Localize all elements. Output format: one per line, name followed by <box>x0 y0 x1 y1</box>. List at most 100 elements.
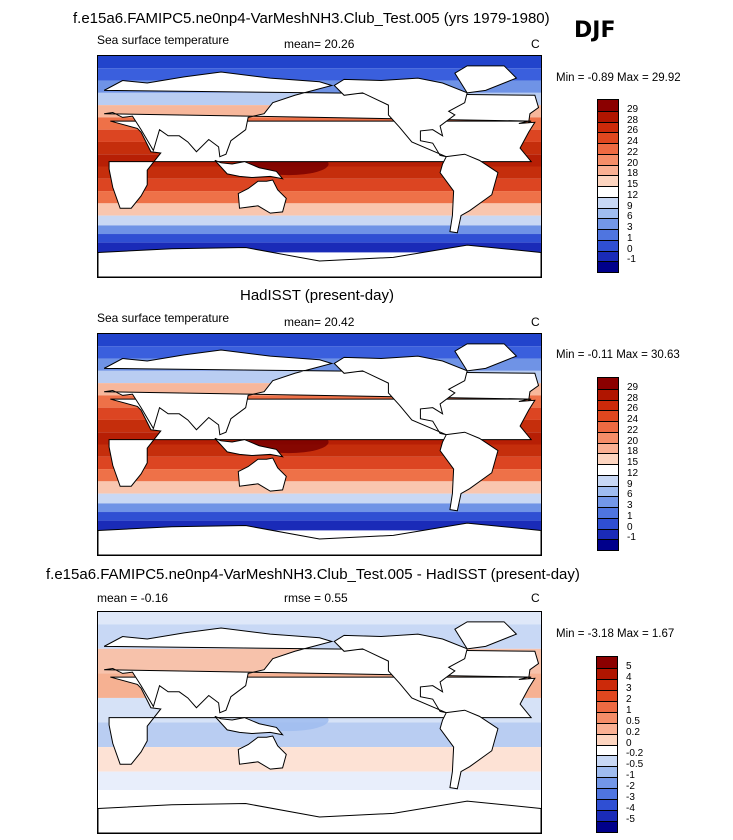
ocean-band <box>98 215 541 226</box>
landmass <box>333 633 468 714</box>
landmass <box>454 343 518 372</box>
ocean-band <box>98 512 541 521</box>
colorbar-tick-label: 18 <box>627 446 639 458</box>
colorbar-segment <box>598 110 618 122</box>
colorbar-segment <box>598 485 618 497</box>
colorbar-tick-label: 3 <box>627 222 633 233</box>
ocean-band <box>98 503 541 513</box>
landmass <box>214 715 284 736</box>
colorbar-segment <box>598 239 618 251</box>
landmass <box>439 709 499 790</box>
colorbar-segment <box>597 821 617 832</box>
colorbar-segment <box>598 218 618 229</box>
colorbar-segment <box>597 733 617 745</box>
colorbar-tick-label: 24 <box>627 136 639 147</box>
min-max-label: Min = -0.11 Max = 30.63 <box>556 349 680 361</box>
colorbar-segment <box>598 539 618 550</box>
main-title: f.e15a6.FAMIPC5.ne0np4-VarMeshNH3.Club_T… <box>73 10 550 27</box>
colorbar <box>597 377 619 551</box>
colorbar-tick-label: -3 <box>626 792 635 804</box>
colorbar-segment <box>597 711 617 723</box>
panel-unit-label: C <box>531 37 540 51</box>
landmass <box>103 627 540 714</box>
colorbar-tick-label: -2 <box>626 781 635 793</box>
colorbar-tick-label: 22 <box>627 146 639 158</box>
colorbar-segment <box>598 207 618 219</box>
landmass <box>454 65 518 94</box>
panel-left-label: Sea surface temperature <box>97 33 230 47</box>
ocean-band <box>98 481 541 494</box>
colorbar-tick-label: -5 <box>626 814 635 826</box>
colorbar-segment <box>598 496 618 507</box>
ocean-band <box>98 520 541 531</box>
colorbar-segment <box>598 464 618 475</box>
colorbar-tick-label: 2 <box>626 693 632 705</box>
ocean-band <box>98 612 541 625</box>
ocean-band <box>98 178 541 192</box>
panel-rmse-label: rmse = 0.55 <box>284 591 348 605</box>
colorbar-segment <box>598 164 618 176</box>
landmass <box>98 522 541 555</box>
colorbar-tick-label: 9 <box>627 200 633 212</box>
colorbar-tick-label: 28 <box>627 392 639 404</box>
ocean-band <box>98 203 541 216</box>
colorbar-tick-label: 12 <box>627 189 639 201</box>
colorbar-tick-label: 3 <box>627 500 633 511</box>
colorbar-labels: 29 28 26 24 22 20 18 15 12 9 6 3 1 0 -1 <box>627 99 657 271</box>
season-label: DJF <box>574 18 616 43</box>
colorbar-tick-label: 20 <box>627 157 639 169</box>
colorbar-segment <box>598 261 618 272</box>
ocean-band <box>98 234 541 243</box>
colorbar-segment <box>598 143 618 154</box>
colorbar-tick-label: 4 <box>626 671 632 683</box>
panel-title: f.e15a6.FAMIPC5.ne0np4-VarMeshNH3.Club_T… <box>46 566 580 583</box>
colorbar-tick-label: 29 <box>627 103 639 115</box>
panel-mean-label: mean= 20.42 <box>284 315 355 329</box>
colorbar-segment <box>598 250 618 262</box>
landmass <box>214 437 284 458</box>
colorbar-segment <box>598 431 618 443</box>
colorbar-segment <box>598 399 618 411</box>
ocean-band <box>98 771 541 791</box>
min-max-label: Min = -3.18 Max = 1.67 <box>556 628 675 640</box>
map-canvas <box>98 56 541 277</box>
colorbar-segment <box>598 507 618 518</box>
colorbar-segment <box>598 528 618 540</box>
colorbar-segment <box>598 196 618 208</box>
panel-mean-label: mean= 20.26 <box>284 37 355 51</box>
colorbar-segment <box>597 678 617 690</box>
landmass <box>237 457 287 492</box>
colorbar-segment <box>598 100 618 111</box>
landmass <box>237 735 287 770</box>
colorbar-tick-label: -4 <box>626 803 635 815</box>
sst-diff-map <box>97 611 542 834</box>
colorbar-segment <box>597 788 617 800</box>
colorbar-tick-label: 6 <box>627 211 633 223</box>
sst-map <box>97 333 542 556</box>
ocean-band <box>98 334 541 347</box>
landmass <box>333 355 468 436</box>
landmass <box>439 431 499 512</box>
colorbar-segment <box>598 229 618 240</box>
colorbar-tick-label: 29 <box>627 381 639 393</box>
landmass <box>103 71 540 158</box>
landmass <box>333 77 468 158</box>
colorbar <box>597 99 619 273</box>
colorbar-segment <box>597 810 617 822</box>
colorbar-tick-label: -0.2 <box>626 748 644 760</box>
colorbar-tick-label: -1 <box>626 770 635 782</box>
colorbar-tick-label: 0 <box>627 243 633 255</box>
colorbar-tick-label: 12 <box>627 467 639 479</box>
colorbar-segment <box>597 722 617 734</box>
colorbar-tick-label: 24 <box>627 414 639 425</box>
colorbar-segment <box>597 667 617 679</box>
ocean-band <box>98 166 541 179</box>
colorbar-segment <box>598 474 618 486</box>
ocean-band <box>98 444 541 457</box>
colorbar-segment <box>597 755 617 767</box>
ocean-band <box>98 56 541 69</box>
colorbar-tick-label: 0.5 <box>626 715 640 727</box>
landmass <box>98 244 541 277</box>
colorbar-tick-label: 28 <box>627 114 639 126</box>
colorbar-tick-label: 15 <box>627 457 639 468</box>
